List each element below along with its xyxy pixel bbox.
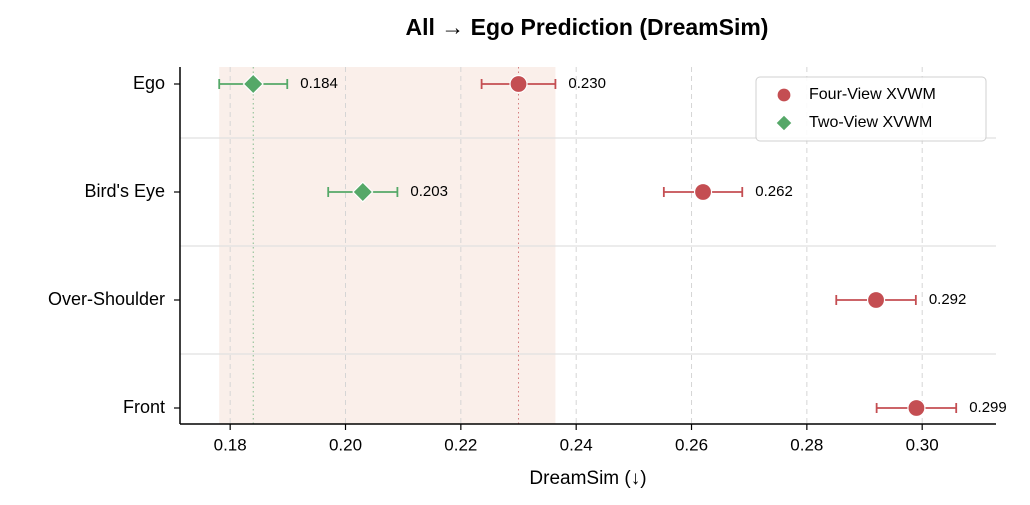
value-label: 0.292	[929, 291, 967, 308]
x-tick-label: 0.24	[560, 435, 593, 454]
data-point	[866, 290, 886, 310]
value-label: 0.262	[755, 183, 793, 200]
value-label: 0.230	[568, 75, 606, 92]
legend-label: Four-View XVWM	[809, 86, 936, 103]
x-tick-label: 0.26	[675, 435, 708, 454]
y-tick-label: Front	[123, 397, 165, 417]
legend-marker	[775, 114, 793, 132]
value-label: 0.184	[300, 75, 338, 92]
y-tick-label: Bird's Eye	[85, 181, 165, 201]
x-tick-label: 0.22	[444, 435, 477, 454]
y-tick-label: Ego	[133, 73, 165, 93]
legend-box	[755, 76, 987, 142]
legend-marker	[776, 87, 792, 103]
legend-label: Two-View XVWM	[809, 114, 932, 131]
x-tick-label: 0.28	[790, 435, 823, 454]
chart-title: All → Ego Prediction (DreamSim)	[406, 14, 769, 40]
data-point	[352, 181, 374, 203]
x-axis-label: DreamSim (↓)	[529, 468, 646, 489]
data-point	[242, 73, 264, 95]
data-point	[509, 74, 528, 94]
x-tick-label: 0.30	[906, 435, 939, 454]
data-point	[693, 182, 713, 202]
data-point	[907, 398, 926, 418]
y-tick-label: Over-Shoulder	[48, 289, 165, 309]
value-label: 0.203	[410, 183, 448, 200]
x-tick-label: 0.20	[329, 435, 362, 454]
value-label: 0.299	[969, 399, 1007, 416]
x-tick-label: 0.18	[214, 435, 247, 454]
